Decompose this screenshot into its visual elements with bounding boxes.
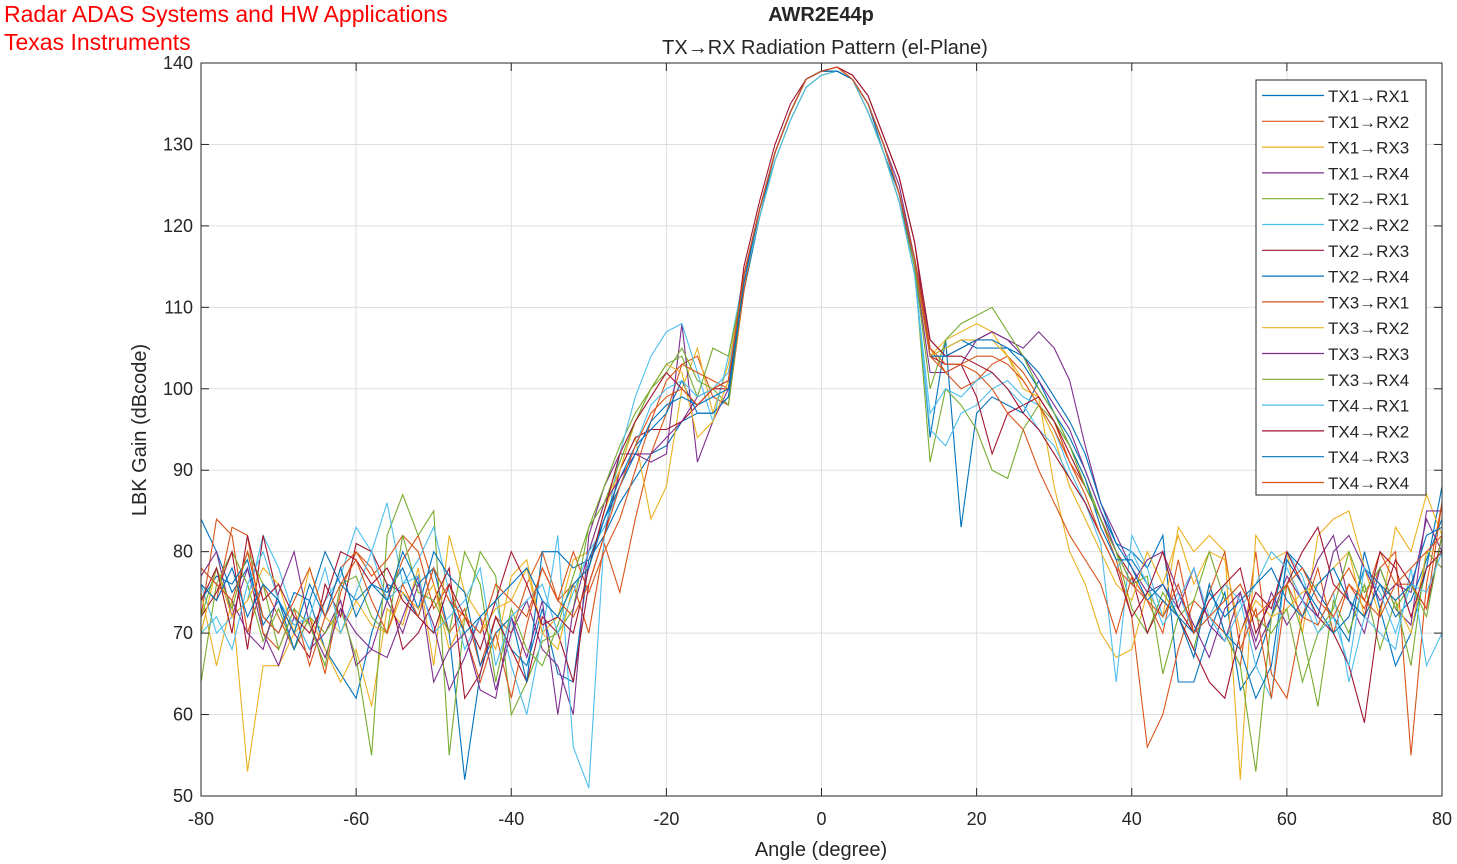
x-tick-label: 40 (1122, 809, 1142, 829)
legend-entry-label: TX3→RX1 (1328, 293, 1409, 312)
legend-entry-label: TX2→RX4 (1328, 268, 1409, 287)
y-tick-label: 140 (163, 53, 193, 73)
legend-entry-label: TX3→RX3 (1328, 345, 1409, 364)
x-tick-label: 20 (967, 809, 987, 829)
x-tick-label: -60 (343, 809, 369, 829)
y-tick-label: 60 (173, 705, 193, 725)
legend-entry-label: TX1→RX4 (1328, 164, 1409, 183)
x-tick-label: -20 (653, 809, 679, 829)
y-tick-label: 50 (173, 786, 193, 806)
y-tick-label: 120 (163, 216, 193, 236)
legend-entry-label: TX1→RX2 (1328, 113, 1409, 132)
y-tick-label: 110 (164, 297, 193, 317)
x-tick-label: -40 (498, 809, 524, 829)
x-tick-label: 60 (1277, 809, 1297, 829)
y-tick-label: 100 (163, 379, 193, 399)
x-tick-label: 80 (1432, 809, 1452, 829)
y-tick-label: 80 (173, 542, 193, 562)
org-annotation-line1: Radar ADAS Systems and HW Applications (4, 1, 448, 27)
legend-entry-label: TX3→RX2 (1328, 319, 1409, 338)
org-annotation-line2: Texas Instruments (4, 29, 191, 55)
legend-entry-label: TX2→RX2 (1328, 216, 1409, 235)
chart-title: AWR2E44p (768, 4, 874, 26)
legend-entry-label: TX3→RX4 (1328, 371, 1409, 390)
x-axis-label: Angle (degree) (755, 839, 887, 861)
legend-entry-label: TX4→RX2 (1328, 422, 1409, 441)
legend-entry-label: TX4→RX3 (1328, 448, 1409, 467)
legend-entry-label: TX2→RX1 (1328, 190, 1409, 209)
series-line-13 (200, 70, 1443, 666)
series-line-16 (200, 66, 1443, 635)
y-axis-label: LBK Gain (dBcode) (129, 344, 151, 516)
y-tick-label: 70 (173, 623, 193, 643)
x-tick-label: -80 (188, 809, 214, 829)
legend-entry-label: TX4→RX4 (1328, 474, 1409, 493)
y-tick-label: 130 (163, 134, 193, 154)
legend-entry-label: TX4→RX1 (1328, 397, 1409, 416)
legend-entry-label: TX1→RX1 (1328, 87, 1409, 106)
plot-frame (200, 62, 1443, 797)
legend-entry-label: TX1→RX3 (1328, 139, 1409, 158)
legend-box (1255, 79, 1427, 496)
y-tick-label: 90 (173, 460, 193, 480)
legend-entry-label: TX2→RX3 (1328, 242, 1409, 261)
x-tick-label: 0 (816, 809, 826, 829)
chart-subtitle: TX→RX Radiation Pattern (el-Plane) (662, 37, 988, 59)
